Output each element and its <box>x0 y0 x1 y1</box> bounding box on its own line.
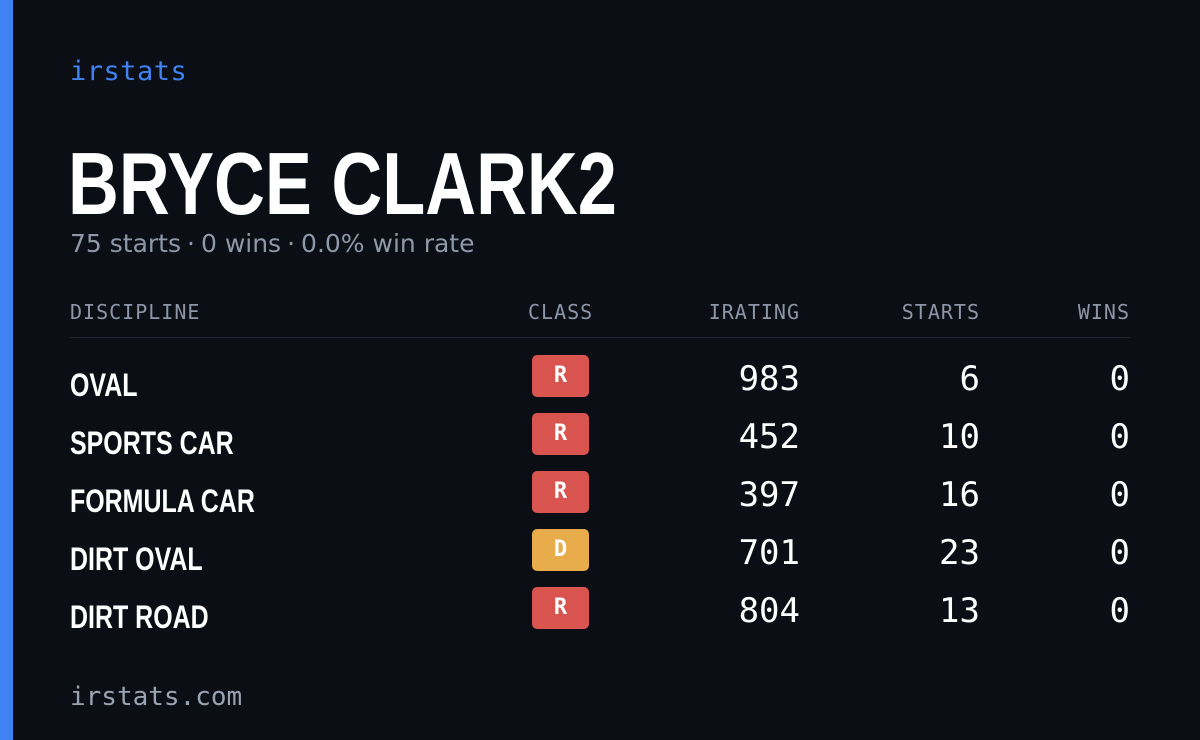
wins-value: 0 <box>1109 475 1130 515</box>
table-header: DISCIPLINE CLASS IRATING STARTS WINS <box>70 300 1130 338</box>
column-header-class: CLASS <box>528 300 594 324</box>
wins-value: 0 <box>1109 417 1130 457</box>
separator: · <box>187 229 195 258</box>
brand-logo-text[interactable]: irstats <box>70 56 188 87</box>
irating-value: 397 <box>738 475 800 515</box>
column-header-discipline: DISCIPLINE <box>70 300 201 324</box>
table-row: FORMULA CAR R 397 16 0 <box>70 471 1130 529</box>
irating-value: 701 <box>738 533 800 573</box>
starts-value: 16 <box>939 475 980 515</box>
table-row: DIRT OVAL D 701 23 0 <box>70 529 1130 587</box>
wins-value: 0 <box>1109 359 1130 399</box>
irating-value: 452 <box>738 417 800 457</box>
page-title: BRYCE CLARK2 <box>68 134 617 233</box>
wins-value: 0 <box>1109 533 1130 573</box>
irating-value: 983 <box>738 359 800 399</box>
footer-link[interactable]: irstats.com <box>70 682 243 712</box>
discipline-name: FORMULA CAR <box>70 483 255 519</box>
wins-value: 0 <box>1109 591 1130 631</box>
profile-summary: 75 starts · 0 wins · 0.0% win rate <box>70 229 474 258</box>
table-body: OVAL R 983 6 0 SPORTS CAR R 452 10 0 FOR… <box>70 355 1130 645</box>
class-badge: R <box>532 587 589 629</box>
wins-summary: 0 wins <box>200 229 282 258</box>
separator: · <box>287 229 296 258</box>
table-row: DIRT ROAD R 804 13 0 <box>70 587 1130 645</box>
class-badge: R <box>532 355 589 397</box>
column-header-irating: IRATING <box>708 300 800 324</box>
stats-table: DISCIPLINE CLASS IRATING STARTS WINS OVA… <box>70 300 1130 645</box>
class-badge: R <box>532 413 589 455</box>
starts-value: 23 <box>939 533 980 573</box>
starts-value: 10 <box>939 417 980 457</box>
table-row: SPORTS CAR R 452 10 0 <box>70 413 1130 471</box>
discipline-name: DIRT OVAL <box>70 541 203 577</box>
table-row: OVAL R 983 6 0 <box>70 355 1130 413</box>
discipline-name: OVAL <box>70 367 138 403</box>
starts-value: 13 <box>939 591 980 631</box>
class-badge: D <box>532 529 589 571</box>
starts-value: 6 <box>959 359 980 399</box>
class-badge: R <box>532 471 589 513</box>
column-header-starts: STARTS <box>901 300 980 324</box>
irating-value: 804 <box>738 591 800 631</box>
discipline-name: DIRT ROAD <box>70 599 209 635</box>
starts-summary: 75 starts <box>70 229 182 258</box>
accent-bar <box>0 0 13 740</box>
win-rate-summary: 0.0% win rate <box>301 229 475 258</box>
discipline-name: SPORTS CAR <box>70 425 234 461</box>
column-header-wins: WINS <box>1077 300 1130 324</box>
